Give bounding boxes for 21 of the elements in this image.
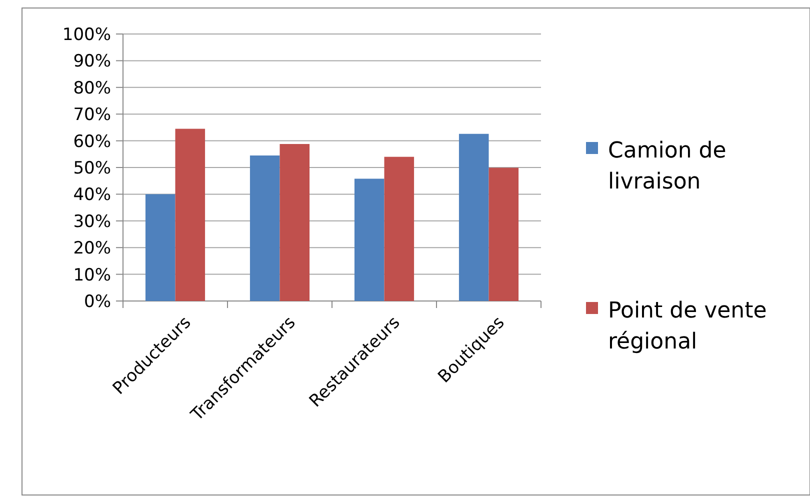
y-tick-label: 70% [73, 105, 111, 126]
y-tick-label: 80% [73, 78, 111, 98]
bar [488, 168, 519, 301]
y-tick-label: 100% [62, 24, 111, 45]
bar [384, 156, 414, 301]
y-tick-label: 60% [73, 132, 111, 152]
y-tick-label: 0% [84, 292, 111, 312]
bar [280, 144, 310, 301]
bar [175, 128, 206, 301]
legend-label: Point de vente régional [608, 298, 767, 354]
bar [458, 134, 489, 301]
bar [145, 194, 176, 301]
y-tick-label: 50% [73, 158, 111, 178]
legend-label: Camion de livraison [608, 138, 726, 194]
bar [354, 178, 384, 301]
y-tick-label: 10% [73, 265, 111, 286]
y-tick-label: 20% [73, 238, 111, 259]
y-tick-label: 30% [73, 212, 111, 232]
y-tick-label: 90% [73, 52, 111, 72]
y-tick-label: 40% [73, 185, 111, 206]
bar [250, 155, 280, 301]
